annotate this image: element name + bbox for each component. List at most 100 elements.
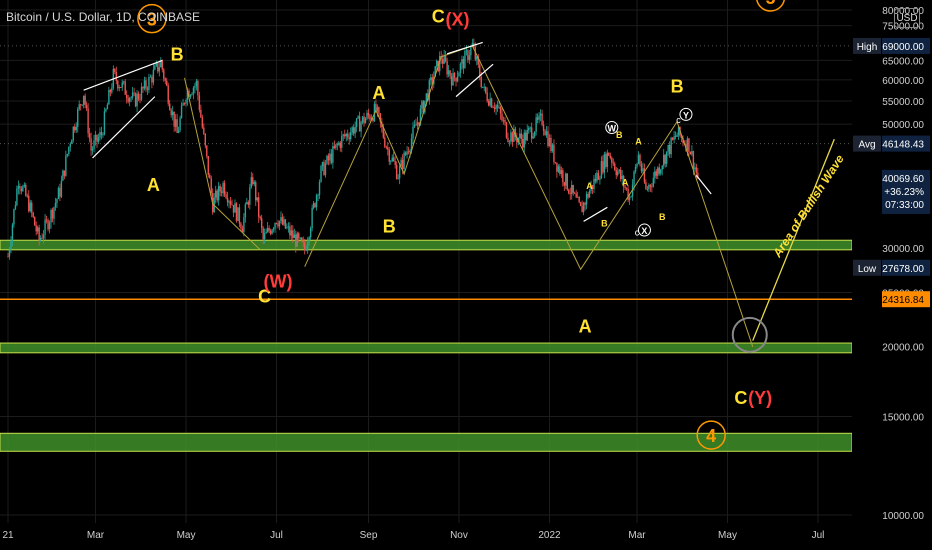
candle-body [93,140,95,149]
candle-body [535,117,537,132]
candle-body [290,230,293,236]
candle-body [364,118,367,124]
wave-label-small: A [586,181,593,191]
candle-body [363,116,365,124]
currency-badge[interactable]: USD [894,8,920,28]
x-tick-label: May [718,530,737,541]
candle-body [151,76,153,83]
candle-body [394,161,396,165]
candle-body [155,62,158,66]
candle-body [238,207,241,224]
candle-body [614,163,616,170]
wave-label-B: B [171,44,184,64]
candle-body [284,219,287,229]
candle-body [263,233,266,240]
candle-body [262,227,264,240]
candle-body [28,195,30,212]
price-tag-value: 69000.00 [882,42,924,53]
candle-body [283,219,285,225]
candle-body [479,64,481,78]
candle-body [90,138,92,151]
candle-body [695,167,698,173]
candle-body [324,163,327,176]
candle-body [48,222,51,230]
candle-body [391,157,393,161]
candle-body [186,90,189,100]
candle-body [554,162,557,163]
candle-body [382,127,385,138]
candle-body [378,107,380,114]
candle-body [422,101,425,113]
candle-body [320,166,322,182]
candle-body [232,204,235,213]
candle-body [355,118,358,128]
candle-body [458,72,460,77]
candle-body [259,216,261,219]
candle-body [96,134,98,142]
candle-body [514,128,517,137]
candle-body [148,76,150,90]
candle-body [453,73,456,78]
candle-body [449,70,451,77]
candle-body [128,98,131,102]
wedge-line [455,63,494,98]
candle-body [547,131,549,146]
candle-body [280,217,282,221]
y-tick-label: 15000.00 [882,413,924,424]
candle-body [646,189,649,190]
candle-body [272,228,275,230]
candle-body [177,130,180,133]
candle-body [450,76,453,86]
candle-body [576,197,579,198]
candle-body [198,95,201,110]
candle-body [47,220,49,230]
candle-body [569,193,571,195]
candle-body [237,207,239,221]
wave-label-red: (W) [264,272,293,292]
candle-body [562,170,564,183]
candle-body [345,133,347,137]
candle-body [56,199,58,204]
candle-body [120,87,122,88]
candle-body [103,111,106,135]
candle-body [318,181,321,196]
candle-body [477,56,479,65]
y-tick-label: 65000.00 [882,56,924,67]
candle-body [327,155,330,161]
candle-body [400,159,402,167]
candle-body [210,178,212,194]
candle-body [618,169,620,172]
candle-body [88,133,91,139]
candle-body [265,232,267,234]
candle-body [471,43,474,47]
support-zone [0,432,853,452]
candle-body [367,112,370,116]
candle-body [36,227,39,232]
candle-body [326,155,328,164]
wave-label-A: A [147,175,160,195]
candle-body [680,136,683,139]
candle-body [409,150,411,153]
x-tick-label: Mar [628,530,646,541]
candle-body [397,178,399,180]
candle-body [511,132,514,142]
candle-body [688,138,690,152]
candle-body [566,173,568,190]
candle-body [158,67,161,72]
candle-body [160,60,162,68]
wave-label-red: (Y) [748,388,772,408]
last-price: 40069.60 [882,174,924,185]
candle-body [649,184,652,187]
price-tag-label-bg [853,259,881,276]
candle-body [321,162,324,167]
candle-body [131,92,134,98]
wave-label-A: A [579,317,592,337]
candle-body [309,228,312,238]
candle-countdown: 07:33:00 [885,200,924,211]
candle-body [77,109,79,127]
wave-label-small: A [622,178,629,188]
candle-body [640,164,643,172]
candle-body [590,184,592,191]
candle-body [667,145,669,152]
wedge-line [446,41,483,55]
